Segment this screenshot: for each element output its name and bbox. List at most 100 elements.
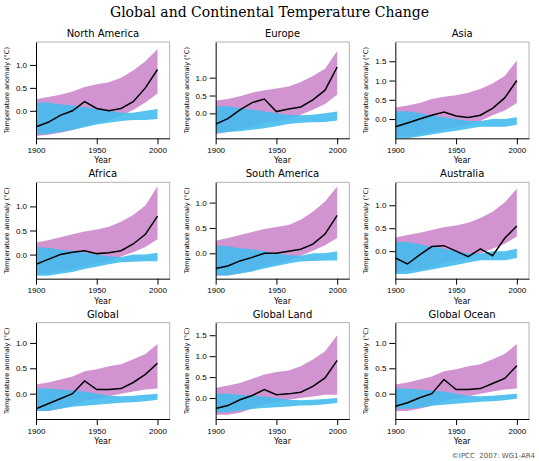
tick-mark [30,368,36,369]
tick-label: 1.0 [375,339,387,348]
tick-mark [216,138,217,144]
y-tick: 0.0 [16,251,36,260]
plot-area [216,51,338,134]
y-axis-label: Temperature anomaly (°C) [183,47,191,134]
y-axis: 0.00.51.0 [375,323,396,419]
tick-mark [216,279,217,285]
y-tick: 0.0 [375,247,395,256]
tick-label: 0.0 [375,247,387,256]
x-tick: 1900 [28,419,46,436]
y-tick: 0.0 [196,394,216,403]
tick-label: 1.0 [196,74,208,83]
x-tick: 1950 [448,279,466,296]
y-axis-label: Temperature anomaly (°C) [183,187,191,274]
x-tick: 1900 [207,138,225,155]
y-tick: 0.5 [375,224,395,233]
frame [169,42,170,138]
tick-label: 0.5 [375,364,387,373]
tick-mark [210,78,216,79]
x-tick: 1950 [88,138,106,155]
y-tick: 1.0 [196,352,216,361]
chart-title: Africa [89,168,118,179]
tick-mark [210,335,216,336]
x-tick: 1950 [268,279,286,296]
tick-mark [456,138,457,144]
annotation: ©IPCC 2007: WG1-AR4 [452,452,536,460]
range-band [216,51,338,134]
x-axis-label: Year [453,437,472,446]
frame [36,182,170,183]
x-tick: 2000 [508,279,526,296]
tick-label: 1900 [207,427,225,436]
x-tick: 1900 [207,419,225,436]
tick-label: 2000 [149,427,167,436]
axis-line [395,183,396,279]
panel: 1900195020000.00.51.0EuropeYearTemperatu… [183,28,350,165]
tick-label: 1.5 [375,57,387,66]
y-tick: 0.5 [196,373,216,382]
y-tick: 1.0 [375,201,395,210]
tick-mark [30,88,36,89]
tick-label: 2000 [329,286,347,295]
tick-label: 1.0 [196,352,208,361]
tick-mark [97,138,98,144]
tick-label: 2000 [329,146,347,155]
y-axis-label: Temperature anomaly (°C) [183,328,191,415]
tick-label: 0.0 [196,394,208,403]
x-tick: 1900 [387,419,405,436]
x-axis-label: Year [273,437,292,446]
axis-line [37,138,171,139]
y-tick: 1.0 [196,74,216,83]
line [36,70,158,127]
frame [395,322,529,323]
tick-label: 1950 [268,146,286,155]
tick-mark [210,356,216,357]
y-tick: 1.0 [196,199,216,208]
chart-title: South America [246,168,320,179]
tick-label: 1.0 [375,77,387,86]
tick-mark [36,138,37,144]
panel: 1900195020000.00.51.0AfricaYearTemperatu… [3,168,170,305]
x-tick: 1950 [268,419,286,436]
x-tick: 2000 [149,279,167,296]
tick-label: 1950 [448,146,466,155]
y-tick: 0.0 [375,115,395,124]
range-band [216,335,338,415]
tick-mark [97,419,98,425]
x-tick: 1950 [88,279,106,296]
line [216,360,338,408]
tick-label: 0.5 [16,227,28,236]
line [395,226,517,264]
axis-line [36,183,37,279]
range-band [36,247,158,275]
panel: 1900195020000.00.51.0Global OceanYearTem… [362,309,529,446]
x-tick: 2000 [149,138,167,155]
tick-label: 1950 [268,286,286,295]
frame [169,323,170,419]
line [36,216,158,264]
tick-label: 1900 [207,146,225,155]
x-tick: 2000 [329,138,347,155]
y-tick: 1.0 [16,202,36,211]
chart-title: Global Land [253,309,312,320]
tick-label: 2000 [149,286,167,295]
x-tick: 1900 [207,279,225,296]
tick-mark [389,343,395,344]
y-tick: 0.0 [196,109,216,118]
tick-mark [210,203,216,204]
tick-mark [517,138,518,144]
axis-line [36,43,37,139]
x-axis-label: Year [93,156,112,165]
range-band [395,389,517,409]
x-axis-label: Year [273,156,292,165]
tick-label: 2000 [508,427,526,436]
x-tick: 2000 [149,419,167,436]
tick-mark [276,279,277,285]
y-tick: 0.5 [375,364,395,373]
tick-mark [158,138,159,144]
chart-title: Australia [440,168,484,179]
x-axis-label: Year [273,297,292,306]
tick-mark [456,419,457,425]
figure: Global and Continental Temperature Chang… [0,0,539,461]
tick-mark [210,398,216,399]
